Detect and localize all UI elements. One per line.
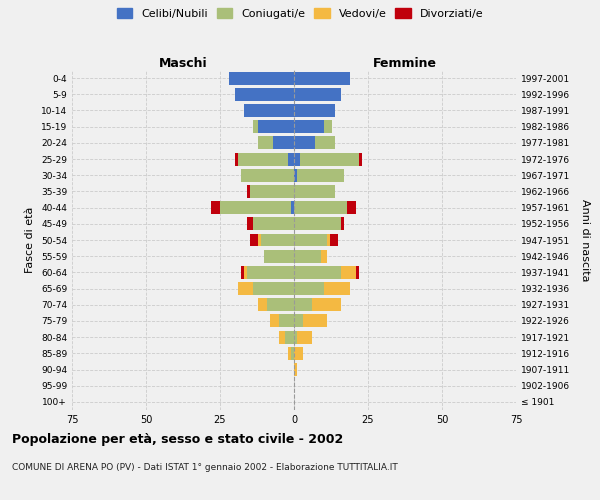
Bar [244,104,294,117]
Bar [259,298,268,311]
Bar [241,266,244,279]
Bar [288,347,291,360]
Bar [359,152,362,166]
Bar [312,298,341,311]
Bar [265,250,294,262]
Bar [297,169,344,181]
Bar [303,314,326,328]
Bar [294,169,297,181]
Bar [294,218,341,230]
Bar [341,218,344,230]
Text: Femmine: Femmine [373,57,437,70]
Text: Maschi: Maschi [158,57,208,70]
Bar [329,234,338,246]
Bar [235,152,238,166]
Bar [241,169,294,181]
Bar [294,330,297,344]
Bar [250,234,259,246]
Legend: Celibi/Nubili, Coniugati/e, Vedovi/e, Divorziati/e: Celibi/Nubili, Coniugati/e, Vedovi/e, Di… [115,6,485,21]
Bar [294,282,323,295]
Bar [238,152,288,166]
Bar [262,234,294,246]
Bar [323,282,350,295]
Bar [294,88,341,101]
Bar [271,314,279,328]
Bar [247,218,253,230]
Bar [294,152,300,166]
Bar [320,250,326,262]
Bar [341,266,356,279]
Bar [247,185,250,198]
Bar [220,201,291,214]
Bar [235,88,294,101]
Bar [253,218,294,230]
Bar [253,120,259,133]
Bar [294,72,350,85]
Bar [356,266,359,279]
Bar [279,314,294,328]
Bar [294,185,335,198]
Bar [294,234,326,246]
Bar [273,136,294,149]
Bar [253,282,294,295]
Bar [300,152,359,166]
Bar [297,330,312,344]
Bar [250,185,294,198]
Bar [294,250,320,262]
Y-axis label: Fasce di età: Fasce di età [25,207,35,273]
Bar [211,201,220,214]
Bar [294,120,323,133]
Bar [247,266,294,279]
Text: COMUNE DI ARENA PO (PV) - Dati ISTAT 1° gennaio 2002 - Elaborazione TUTTITALIA.I: COMUNE DI ARENA PO (PV) - Dati ISTAT 1° … [12,462,398,471]
Bar [294,314,303,328]
Bar [294,363,297,376]
Bar [279,330,285,344]
Bar [315,136,335,149]
Bar [288,152,294,166]
Y-axis label: Anni di nascita: Anni di nascita [580,198,590,281]
Text: Popolazione per età, sesso e stato civile - 2002: Popolazione per età, sesso e stato civil… [12,432,343,446]
Bar [294,298,312,311]
Bar [294,136,315,149]
Bar [259,136,273,149]
Bar [326,234,329,246]
Bar [291,201,294,214]
Bar [323,120,332,133]
Bar [238,282,253,295]
Bar [259,234,262,246]
Bar [294,266,341,279]
Bar [268,298,294,311]
Bar [294,347,303,360]
Bar [347,201,356,214]
Bar [229,72,294,85]
Bar [294,104,335,117]
Bar [244,266,247,279]
Bar [259,120,294,133]
Bar [285,330,294,344]
Bar [291,347,294,360]
Bar [294,201,347,214]
